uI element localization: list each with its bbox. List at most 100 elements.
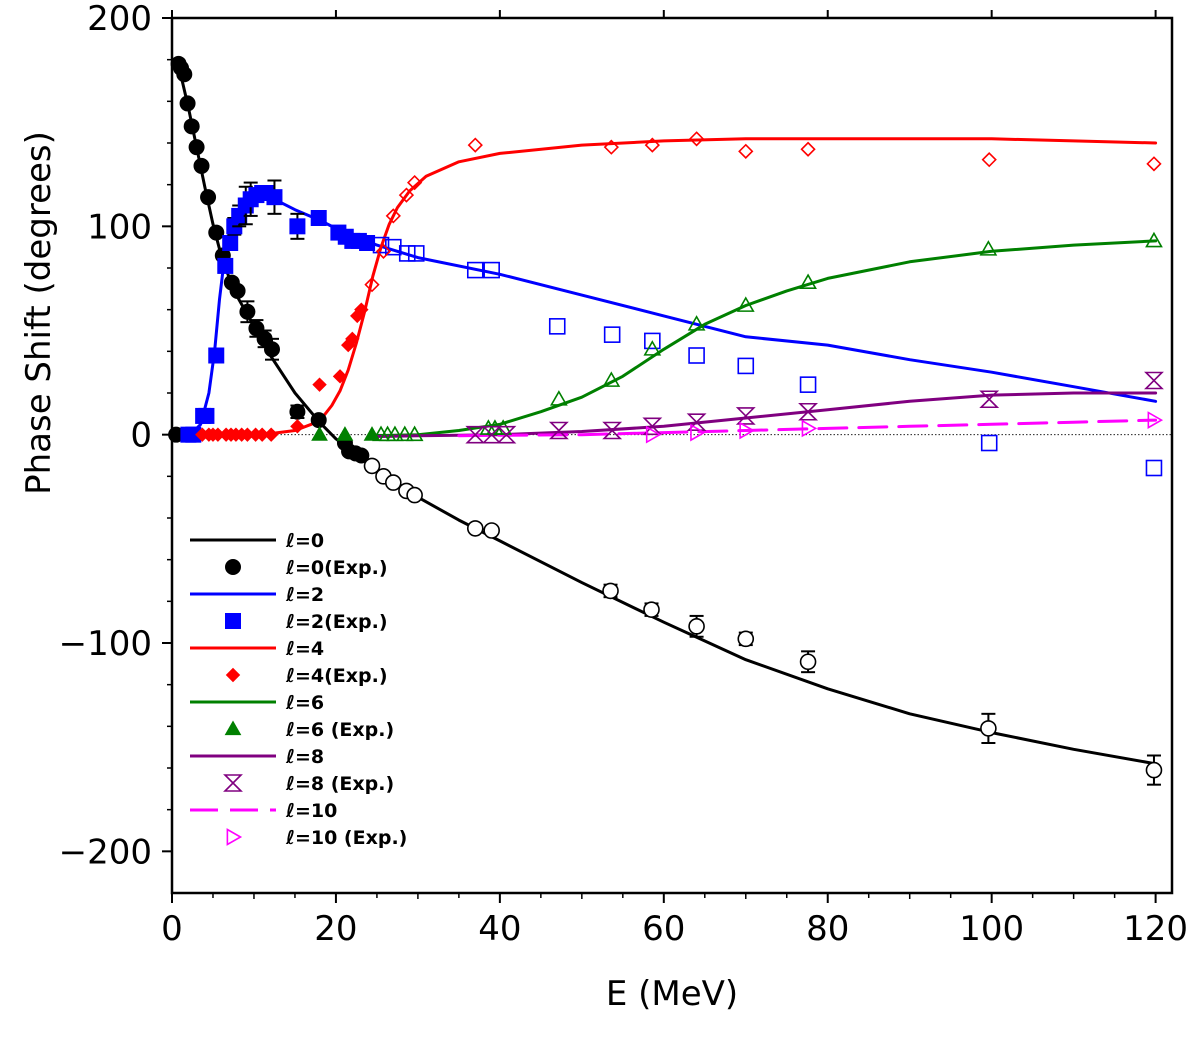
l-2-exp-open-point [737, 357, 755, 375]
l-8-exp-point [548, 421, 569, 440]
l-0-exp-open-point [688, 618, 705, 635]
l-0-exp-open-point [799, 653, 817, 671]
l-2-exp-point [222, 235, 239, 251]
legend-item-l-4: ℓ=4 [190, 638, 324, 660]
l-0-exp-points [168, 55, 370, 464]
legend-label: ℓ=10 [285, 800, 337, 822]
l-2-exp-open-point [483, 261, 500, 279]
l-10-exp-point [690, 423, 706, 442]
l-4-exp-point [290, 419, 305, 434]
x-tick-label: 20 [314, 909, 357, 949]
legend-label: ℓ=4(Exp.) [285, 665, 388, 687]
l-2-exp-open-point [688, 347, 705, 364]
l-6-exp-open-point [687, 315, 706, 331]
legend-item-l-2: ℓ=2 [190, 584, 324, 606]
legend-label: ℓ=8 [285, 746, 324, 768]
l-2-exp-point [217, 257, 234, 274]
legend-marker-swatch [226, 828, 243, 846]
l-4-exp-open-points [364, 131, 1162, 293]
l-0-exp-open-point [406, 486, 423, 504]
l-0-exp-point [200, 189, 217, 206]
l-4-curve [203, 137, 1158, 437]
y-tick-label: −200 [59, 832, 152, 872]
l-8-exp-point [735, 407, 756, 425]
legend-label: ℓ=8 (Exp.) [285, 773, 394, 795]
l-0-exp-point [188, 139, 205, 156]
l-6-exp-open-point [736, 296, 755, 312]
legend-label: ℓ=0(Exp.) [285, 557, 388, 579]
l-8-exp-point [496, 425, 517, 444]
legend-item-l-8: ℓ=8 [190, 746, 324, 768]
l-6-exp-open-point [1145, 231, 1163, 248]
legend-label: ℓ=2 [285, 584, 324, 606]
l-0-exp-point [264, 341, 280, 358]
x-tick-label: 60 [642, 909, 685, 949]
l-0-exp-open-point [602, 582, 619, 600]
x-tick-label: 120 [1123, 909, 1188, 949]
l-0-exp-open-point [466, 520, 484, 537]
l-0-exp-open-point [643, 601, 660, 618]
l-0-exp-point [239, 303, 256, 320]
l-4-exp-open-point [467, 137, 483, 153]
l-2-exp-point [310, 210, 327, 226]
l-4-exp-point [263, 427, 279, 442]
legend-marker-swatch [225, 559, 241, 575]
l-0-exp-open-point [363, 457, 381, 475]
l-2-exp-open-point [980, 434, 998, 452]
y-axis-title: Phase Shift (degrees) [19, 131, 59, 495]
l-2-exp-point [289, 218, 306, 235]
l-6-exp-open-point [395, 425, 414, 442]
l-6-exp-open-point [799, 273, 817, 290]
l-4-exp-open-point [688, 131, 705, 147]
legend-label: ℓ=6 (Exp.) [285, 719, 394, 741]
l-6-exp-open-point [979, 240, 998, 256]
x-tick-label: 40 [478, 909, 521, 949]
data-points-layer [168, 55, 1164, 786]
l-2-exp-open-point [372, 236, 390, 254]
l-4-exp-open-point [800, 141, 816, 157]
l-4-exp-open-point [1146, 156, 1162, 172]
l-10-exp-point [1147, 411, 1164, 429]
legend-marker-swatch [225, 667, 241, 683]
l-2-exp-open-point [466, 261, 484, 279]
l-8-exp-point [642, 417, 663, 436]
legend-item-l-10-exp: ℓ=10 (Exp.) [226, 827, 407, 849]
l-6-exp-open-point [643, 340, 662, 356]
legend-item-l-0: ℓ=0 [190, 530, 324, 552]
l-4-exp-open-point [385, 208, 401, 224]
l-4-exp-open-point [738, 143, 754, 159]
x-tick-label: 0 [161, 909, 183, 949]
y-tick-label: 200 [87, 0, 152, 39]
l-10-exp-point [645, 425, 662, 444]
legend-item-l-10: ℓ=10 [190, 800, 337, 822]
l-6-exp-point [336, 426, 354, 441]
l-4-exp-point [332, 369, 348, 384]
legend-item-l-6: ℓ=6 [190, 692, 324, 714]
l-2-exp-open-point [398, 245, 416, 262]
l-2-curve [182, 193, 1158, 437]
l-4-exp-open-point [644, 137, 660, 153]
l-4-exp-point [345, 331, 360, 347]
l-2-exp-points [180, 179, 376, 443]
y-tick-label: 0 [130, 416, 152, 456]
l-0-exp-point [183, 118, 200, 135]
l-2-exp-point [266, 189, 283, 206]
l-2-exp-open-point [644, 332, 661, 350]
l-2-exp-open-point [799, 376, 817, 393]
l-8-exp-point [602, 421, 623, 440]
legend-label: ℓ=6 [285, 692, 324, 714]
l-4-exp-open-point [406, 174, 423, 191]
l-0-exp-point [229, 282, 246, 299]
l-2-exp-open-point [407, 245, 425, 262]
legend-item-l-8-exp: ℓ=8 (Exp.) [223, 773, 394, 795]
legend-marker-swatch [224, 720, 242, 736]
l-2-exp-open-point [603, 326, 621, 343]
l-0-exp-point [179, 95, 196, 112]
l-2-exp-point [198, 407, 215, 424]
l-8-exp-point [686, 413, 707, 431]
l-2-exp-open-point [548, 318, 566, 335]
l-0-exp-open-point [385, 474, 402, 491]
legend-marker-swatch [223, 774, 243, 792]
plot-frame [170, 16, 1174, 895]
l-0-exp-open-point [483, 522, 500, 539]
